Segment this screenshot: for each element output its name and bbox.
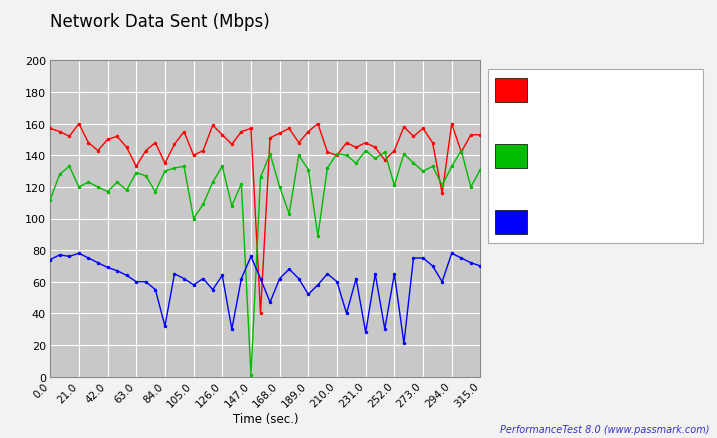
Text: 11/29/2016, 7:01 PM: 11/29/2016, 7:01 PM bbox=[538, 160, 646, 170]
Text: TCPv4: TCPv4 bbox=[538, 149, 572, 159]
X-axis label: Time (sec.): Time (sec.) bbox=[232, 412, 298, 424]
Text: TCPv4: TCPv4 bbox=[538, 83, 572, 93]
Text: Network Data Sent (Mbps): Network Data Sent (Mbps) bbox=[50, 13, 270, 31]
Text: 11/29/2016, 7:53 PM: 11/29/2016, 7:53 PM bbox=[538, 94, 646, 104]
Text: 11/29/2016, 6:00 PM: 11/29/2016, 6:00 PM bbox=[538, 226, 646, 236]
Text: TCPv4: TCPv4 bbox=[538, 215, 572, 225]
Text: PerformanceTest 8.0 (www.passmark.com): PerformanceTest 8.0 (www.passmark.com) bbox=[500, 424, 710, 434]
